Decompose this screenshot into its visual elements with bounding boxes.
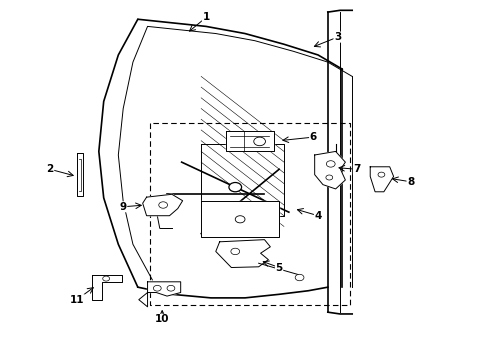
Polygon shape [201,202,279,237]
Polygon shape [370,167,393,192]
Text: 5: 5 [275,262,283,273]
Text: 8: 8 [407,177,414,187]
Text: 3: 3 [334,32,341,42]
Circle shape [235,216,245,223]
Circle shape [254,137,266,146]
Circle shape [167,285,175,291]
Circle shape [159,202,168,208]
Text: 10: 10 [155,314,170,324]
Circle shape [231,248,240,255]
Circle shape [153,285,161,291]
Text: 4: 4 [315,211,322,221]
Polygon shape [92,275,122,300]
Text: 2: 2 [47,164,54,174]
Text: 9: 9 [120,202,127,212]
Polygon shape [201,144,284,216]
Text: 11: 11 [70,295,84,305]
Polygon shape [225,131,274,152]
Circle shape [295,274,304,281]
Circle shape [378,172,385,177]
Circle shape [326,161,335,167]
Polygon shape [139,282,181,307]
Polygon shape [315,152,345,189]
Polygon shape [77,153,83,196]
Circle shape [103,276,110,281]
Circle shape [229,183,242,192]
Polygon shape [143,194,183,216]
Circle shape [326,175,333,180]
Text: 7: 7 [353,164,361,174]
Text: 6: 6 [310,132,317,142]
Polygon shape [216,240,270,267]
Text: 1: 1 [202,13,210,22]
